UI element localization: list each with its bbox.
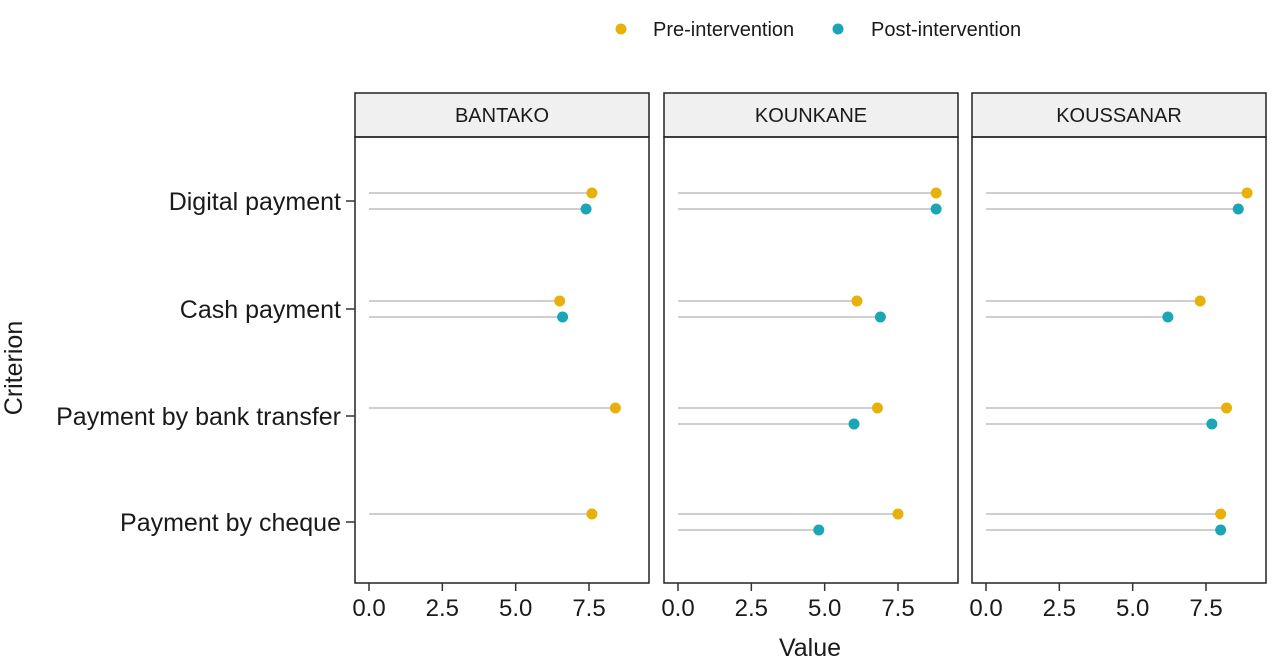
data-point-bantako-cash-payment-post-intervention bbox=[557, 311, 569, 323]
y-axis-categories: Digital payment Cash payment Payment by ba… bbox=[56, 188, 355, 537]
legend-label-pre-intervention: Pre-intervention bbox=[653, 19, 794, 41]
y-tick-label-payment-by-cheque: Payment by cheque bbox=[120, 509, 341, 537]
data-point-kounkane-payment-by-cheque-pre-intervention bbox=[892, 508, 904, 520]
data-point-kounkane-cash-payment-pre-intervention bbox=[851, 295, 863, 307]
y-tick-label-payment-by-bank-transfer: Payment by bank transfer bbox=[56, 403, 341, 431]
x-tick-label: 0.0 bbox=[969, 595, 1002, 622]
data-point-kounkane-cash-payment-post-intervention bbox=[874, 311, 886, 323]
data-point-koussanar-cash-payment-post-intervention bbox=[1162, 311, 1174, 323]
x-axis-title: Value bbox=[779, 634, 841, 662]
x-tick-label: 7.5 bbox=[572, 595, 605, 622]
data-point-kounkane-payment-by-bank-transfer-post-intervention bbox=[848, 418, 860, 430]
x-tick-label: 0.0 bbox=[661, 595, 694, 622]
data-point-koussanar-payment-by-cheque-pre-intervention bbox=[1215, 508, 1227, 520]
x-tick-label: 2.5 bbox=[735, 595, 768, 622]
x-tick-label: 7.5 bbox=[1189, 595, 1222, 622]
legend: Pre-intervention Post-intervention bbox=[615, 19, 1021, 41]
x-tick-label: 7.5 bbox=[881, 595, 914, 622]
data-point-koussanar-cash-payment-pre-intervention bbox=[1194, 295, 1206, 307]
x-tick-label: 5.0 bbox=[1116, 595, 1149, 622]
legend-label-post-intervention: Post-intervention bbox=[871, 19, 1021, 41]
x-tick-label: 2.5 bbox=[1043, 595, 1076, 622]
legend-marker-post-intervention bbox=[832, 23, 844, 35]
y-tick-label-digital-payment: Digital payment bbox=[169, 188, 341, 216]
facet-strip-koussanar bbox=[971, 92, 1267, 138]
y-tick-label-cash-payment: Cash payment bbox=[180, 296, 341, 324]
facet-title-kounkane: KOUNKANE bbox=[755, 105, 867, 127]
facet-koussanar: KOUSSANAR 0.0 2.5 5.0 7.5 bbox=[969, 92, 1267, 622]
facet-kounkane: KOUNKANE 0.0 2.5 5.0 7.5 bbox=[661, 92, 959, 622]
data-point-koussanar-digital-payment-post-intervention bbox=[1232, 203, 1244, 215]
data-point-koussanar-payment-by-bank-transfer-pre-intervention bbox=[1221, 402, 1233, 414]
data-point-bantako-cash-payment-pre-intervention bbox=[554, 295, 566, 307]
x-tick-label: 0.0 bbox=[352, 595, 385, 622]
data-point-kounkane-payment-by-bank-transfer-pre-intervention bbox=[871, 402, 883, 414]
data-point-bantako-digital-payment-pre-intervention bbox=[586, 187, 598, 199]
data-point-kounkane-digital-payment-post-intervention bbox=[930, 203, 942, 215]
facet-panel-bantako bbox=[354, 136, 650, 584]
facet-bantako: BANTAKO 0.0 2.5 5.0 7.5 bbox=[352, 92, 650, 622]
facet-panel-kounkane bbox=[663, 136, 959, 584]
x-tick-label: 5.0 bbox=[499, 595, 532, 622]
facet-strip-kounkane bbox=[663, 92, 959, 138]
data-point-kounkane-payment-by-cheque-post-intervention bbox=[813, 524, 825, 536]
facet-panel-koussanar bbox=[971, 136, 1267, 584]
data-point-kounkane-digital-payment-pre-intervention bbox=[930, 187, 942, 199]
data-point-bantako-payment-by-cheque-pre-intervention bbox=[586, 508, 598, 520]
data-point-koussanar-digital-payment-pre-intervention bbox=[1241, 187, 1253, 199]
x-tick-label: 5.0 bbox=[808, 595, 841, 622]
data-point-koussanar-payment-by-cheque-post-intervention bbox=[1215, 524, 1227, 536]
data-point-bantako-payment-by-bank-transfer-pre-intervention bbox=[609, 402, 621, 414]
data-point-bantako-digital-payment-post-intervention bbox=[580, 203, 592, 215]
facet-strip-bantako bbox=[354, 92, 650, 138]
facet-title-bantako: BANTAKO bbox=[455, 105, 549, 127]
facet-title-koussanar: KOUSSANAR bbox=[1056, 105, 1182, 127]
data-point-koussanar-payment-by-bank-transfer-post-intervention bbox=[1206, 418, 1218, 430]
y-axis-title: Criterion bbox=[0, 321, 28, 415]
legend-marker-pre-intervention bbox=[615, 23, 627, 35]
x-tick-label: 2.5 bbox=[426, 595, 459, 622]
